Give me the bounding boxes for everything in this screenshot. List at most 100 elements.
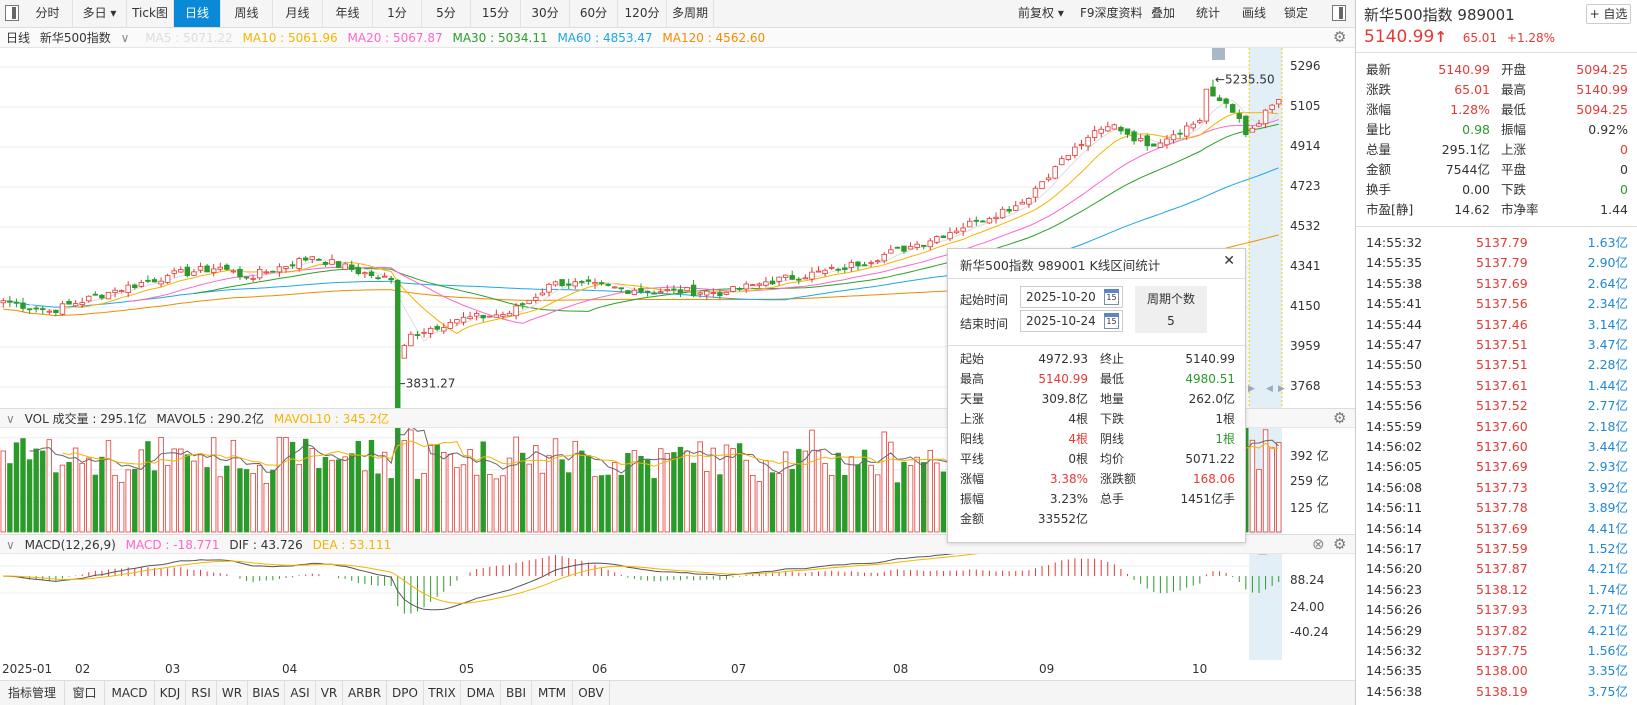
volume-bar xyxy=(480,441,486,533)
tick-time: 14:55:41 xyxy=(1366,296,1423,312)
tick-amount: 2.18亿 xyxy=(1587,418,1628,434)
ma30-line xyxy=(193,123,1279,312)
indicator-tab[interactable]: DPO xyxy=(387,681,424,705)
volume-bar xyxy=(894,482,901,533)
indicator-tab[interactable]: TRIX xyxy=(424,681,461,705)
period-tab[interactable]: 1分 xyxy=(373,0,422,27)
collapse-chevron-icon[interactable]: ∨ xyxy=(6,538,15,552)
candle-body xyxy=(533,296,539,301)
calendar-icon[interactable]: 15 xyxy=(1104,313,1119,329)
scroll-arrow-icon[interactable]: ▶ xyxy=(1278,384,1285,394)
candle-body xyxy=(874,260,881,263)
candle-body xyxy=(46,310,53,313)
field-value: 65.01 xyxy=(1454,82,1490,97)
tick-row: 14:56:38 5138.19 3.75亿 xyxy=(1366,682,1628,702)
tick-time: 14:56:17 xyxy=(1366,541,1423,556)
index-selector[interactable]: 新华500指数 ∨ xyxy=(40,31,136,45)
volume-bar xyxy=(1262,429,1269,533)
tick-time: 14:56:11 xyxy=(1366,500,1423,516)
tick-row: 14:56:29 5137.82 4.21亿 xyxy=(1366,621,1628,641)
start-date-input[interactable]: 2025-10-20 15 xyxy=(1020,286,1123,308)
indicator-tab[interactable]: VR xyxy=(316,681,343,705)
candle-body xyxy=(434,326,440,330)
indicator-tab[interactable]: WR xyxy=(217,681,248,705)
add-watchlist-button[interactable]: + 自选 xyxy=(1586,4,1631,24)
candle-body xyxy=(263,271,269,274)
toolbar-action[interactable]: 统计 xyxy=(1196,6,1221,20)
candle-body xyxy=(980,220,986,223)
period-tab[interactable]: Tick图 xyxy=(127,0,174,27)
macd-axis-label: 88.24 xyxy=(1290,573,1325,587)
start-time-label: 起始时间 xyxy=(960,293,1009,307)
period-tab[interactable]: 年线 xyxy=(323,0,373,27)
field-label: 最新 xyxy=(1366,62,1392,77)
candle-body xyxy=(138,282,145,287)
field-value: 4972.93 xyxy=(1038,352,1088,366)
period-tab[interactable]: 15分 xyxy=(471,0,521,27)
volume-settings-gear-icon[interactable]: ⚙ xyxy=(1333,409,1347,427)
indicator-tab[interactable]: ARBR xyxy=(343,681,387,705)
indicator-tab[interactable]: MTM xyxy=(532,681,573,705)
period-tab[interactable]: 周线 xyxy=(221,0,273,27)
volume-bar xyxy=(572,440,578,533)
volume-bar xyxy=(59,464,66,533)
price-axis-label: 3768 xyxy=(1290,379,1321,393)
period-tab[interactable]: 5分 xyxy=(422,0,471,27)
macd-settings-gear-icon[interactable]: ⚙ xyxy=(1333,535,1347,553)
calendar-icon[interactable]: 15 xyxy=(1104,289,1119,305)
indicator-tab[interactable]: ASI xyxy=(285,681,316,705)
candle-body xyxy=(750,284,756,287)
tick-time: 14:55:59 xyxy=(1366,418,1423,434)
candle-body xyxy=(355,267,362,275)
period-tab[interactable]: 分时 xyxy=(23,0,73,27)
period-tab[interactable]: 多日 ▾ xyxy=(73,0,127,27)
period-tab[interactable]: 月线 xyxy=(273,0,323,27)
candle-body xyxy=(579,281,585,283)
volume-bar xyxy=(270,469,276,533)
indicator-tab[interactable]: 窗口 xyxy=(65,681,105,705)
end-date-input[interactable]: 2025-10-24 15 xyxy=(1020,310,1123,332)
vol-title: VOL 成交量 : 295.1亿 xyxy=(24,412,147,426)
right-panel-toggle-icon[interactable] xyxy=(1332,5,1346,21)
close-indicator-icon[interactable]: ⊗ xyxy=(1312,535,1325,553)
toolbar-action[interactable]: F9深度资料 xyxy=(1080,6,1143,20)
scroll-arrow-icon[interactable]: ▶ xyxy=(1248,384,1255,394)
price-settings-gear-icon[interactable]: ⚙ xyxy=(1333,28,1347,46)
indicator-tab[interactable]: BBI xyxy=(501,681,532,705)
stats-row: 阳线 4根 阴线 1根 xyxy=(960,429,1235,449)
field-value: 5071.22 xyxy=(1185,452,1235,466)
volume-bar xyxy=(704,471,710,533)
indicator-tab[interactable]: KDJ xyxy=(155,681,186,705)
indicator-tab[interactable]: DMA xyxy=(461,681,501,705)
toolbar-action[interactable]: 前复权 ▾ xyxy=(1018,6,1064,20)
toolbar-action[interactable]: 锁定 xyxy=(1284,6,1309,20)
tick-row: 14:55:41 5137.56 2.34亿 xyxy=(1366,294,1628,314)
indicator-tab[interactable]: OBV xyxy=(573,681,610,705)
candle-body xyxy=(204,265,210,273)
toolbar-action[interactable]: 叠加 xyxy=(1151,6,1176,20)
price-axis-label: 4914 xyxy=(1290,139,1321,153)
scroll-arrow-icon[interactable]: ◀ xyxy=(1266,384,1273,394)
period-tab[interactable]: 120分 xyxy=(618,0,667,27)
period-tab[interactable]: 30分 xyxy=(521,0,570,27)
volume-bar xyxy=(881,431,887,533)
indicator-tab[interactable]: BIAS xyxy=(248,681,285,705)
indicator-tab[interactable]: RSI xyxy=(186,681,217,705)
collapse-chevron-icon[interactable]: ∨ xyxy=(6,412,15,426)
period-tab[interactable]: 60分 xyxy=(570,0,618,27)
indicator-tab[interactable]: MACD xyxy=(105,681,155,705)
volume-bar xyxy=(855,464,861,533)
candle-body xyxy=(53,309,59,314)
period-tab[interactable]: 日线 xyxy=(174,0,221,27)
sidebar-toggle-icon[interactable] xyxy=(5,5,19,21)
candle-body xyxy=(224,264,230,270)
close-icon[interactable]: ✕ xyxy=(1223,253,1235,269)
indicator-tab[interactable]: 指标管理 xyxy=(0,681,65,705)
field-label: 上涨 xyxy=(960,412,985,426)
date-axis-label: 09 xyxy=(1039,662,1055,676)
candle-body xyxy=(901,245,907,252)
field-value: 295.1亿 xyxy=(1441,142,1490,157)
candle-body xyxy=(789,275,795,280)
period-tab[interactable]: 多周期 xyxy=(667,0,714,27)
toolbar-action[interactable]: 画线 xyxy=(1242,6,1267,20)
